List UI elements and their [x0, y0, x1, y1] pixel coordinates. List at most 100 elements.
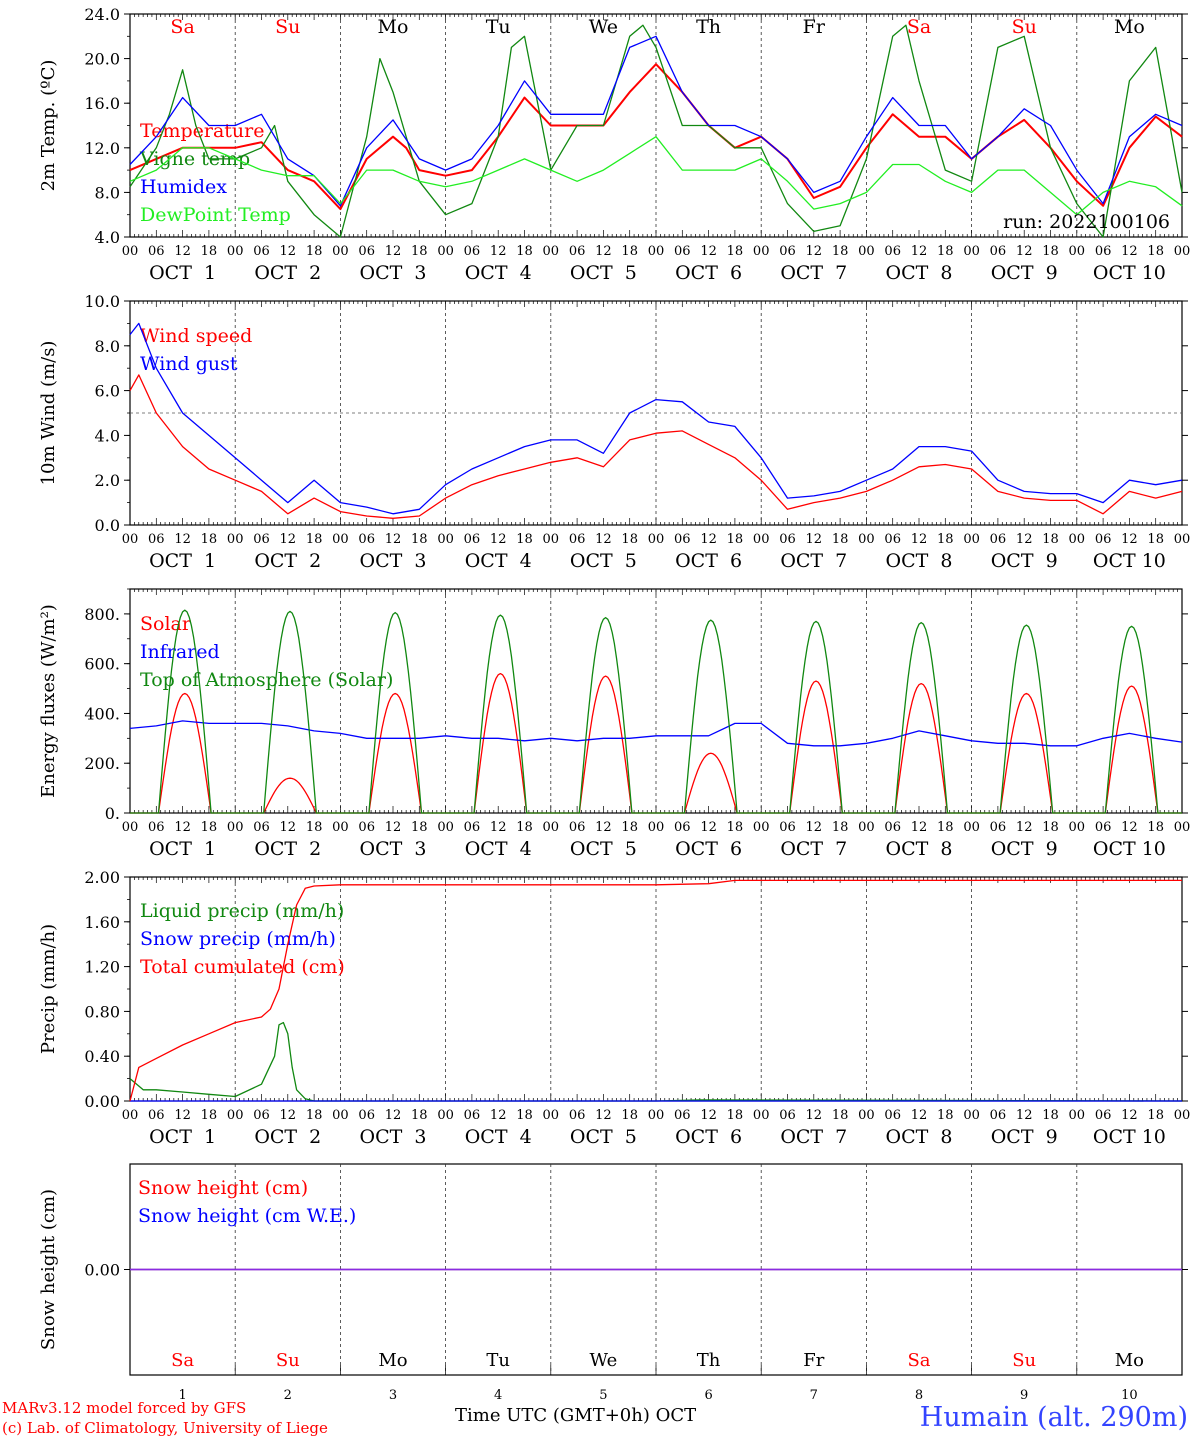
hour-label: 00	[858, 1108, 875, 1123]
y-tick-label: 8.0	[95, 183, 120, 202]
hour-label: 18	[1147, 820, 1164, 835]
weekday-label-bottom: Sa	[171, 1350, 194, 1371]
hour-label: 06	[674, 1108, 691, 1123]
legend-entry: Snow height (cm W.E.)	[138, 1205, 356, 1227]
date-label: OCT 3	[360, 1126, 427, 1148]
legend-entry: Infrared	[140, 641, 220, 663]
y-axis-title: 10m Wind (m/s)	[38, 341, 59, 486]
hour-label: 18	[937, 532, 954, 547]
hour-label: 12	[1121, 244, 1138, 259]
y-tick-label: 0.80	[84, 1002, 120, 1021]
hour-label: 18	[621, 820, 638, 835]
weekday-label-top: Sa	[170, 16, 194, 38]
weekday-label-bottom: Th	[697, 1350, 721, 1371]
y-tick-label: 10.0	[84, 292, 120, 311]
hour-label: 12	[806, 1108, 823, 1123]
hour-label: 18	[727, 1108, 744, 1123]
hour-label: 12	[490, 532, 507, 547]
day-number: 4	[494, 1388, 502, 1403]
hour-label: 00	[648, 244, 665, 259]
weekday-label-top: Mo	[378, 16, 409, 38]
hour-label: 12	[174, 532, 191, 547]
hour-label: 06	[1095, 820, 1112, 835]
weekday-label-bottom: Su	[276, 1350, 300, 1371]
y-tick-label: 200.	[84, 754, 120, 773]
series-line-dewpoint-temp	[129, 136, 1183, 216]
hour-label: 18	[306, 820, 323, 835]
hour-label: 06	[569, 244, 586, 259]
legend-entry: Humidex	[140, 176, 227, 198]
hour-label: 12	[280, 532, 297, 547]
hour-label: 06	[1095, 532, 1112, 547]
hour-label: 18	[937, 1108, 954, 1123]
hour-label: 00	[543, 244, 560, 259]
hour-label: 18	[1147, 244, 1164, 259]
hour-label: 00	[332, 244, 349, 259]
date-label: OCT 2	[254, 1126, 321, 1148]
hour-label: 12	[385, 244, 402, 259]
y-tick-label: 2.00	[84, 868, 120, 887]
hour-label: 00	[1069, 1108, 1086, 1123]
hour-label: 06	[358, 244, 375, 259]
weekday-label-top: Su	[275, 16, 300, 38]
hour-label: 18	[832, 532, 849, 547]
hour-label: 06	[358, 820, 375, 835]
date-label: OCT 2	[254, 838, 321, 860]
weekday-label-top: Th	[696, 16, 721, 38]
hour-label: 06	[674, 532, 691, 547]
hour-label: 18	[516, 532, 533, 547]
date-label: OCT 1	[149, 838, 216, 860]
y-tick-label: 2.0	[95, 471, 120, 490]
series-line-top-of-atmosphere-solar-	[130, 609, 1182, 814]
hour-label: 00	[963, 244, 980, 259]
hour-label: 12	[174, 1108, 191, 1123]
legend-entry: Wind gust	[140, 353, 238, 375]
weekday-label-bottom: We	[590, 1350, 618, 1371]
hour-label: 12	[595, 244, 612, 259]
date-label: OCT 9	[991, 838, 1058, 860]
hour-label: 06	[884, 1108, 901, 1123]
hour-label: 12	[1121, 1108, 1138, 1123]
hour-label: 06	[253, 532, 270, 547]
date-label: OCT 7	[780, 550, 847, 572]
hour-label: 00	[227, 532, 244, 547]
date-label: OCT 10	[1093, 838, 1166, 860]
hour-label: 18	[516, 1108, 533, 1123]
hour-label: 18	[937, 244, 954, 259]
weekday-label-top: Mo	[1114, 16, 1145, 38]
weekday-label-bottom: Sa	[907, 1350, 930, 1371]
hour-label: 18	[1042, 244, 1059, 259]
date-label: OCT 1	[149, 1126, 216, 1148]
hour-label: 12	[806, 820, 823, 835]
hour-label: 06	[253, 244, 270, 259]
hour-label: 00	[1174, 244, 1191, 259]
y-tick-label: 800.	[84, 605, 120, 624]
hour-label: 06	[464, 532, 481, 547]
date-label: OCT 6	[675, 550, 742, 572]
day-number: 8	[915, 1388, 923, 1403]
date-label: OCT 8	[886, 838, 953, 860]
hour-label: 06	[1095, 1108, 1112, 1123]
date-label: OCT 4	[465, 1126, 532, 1148]
hour-label: 12	[1016, 532, 1033, 547]
legend-entry: Wind speed	[140, 325, 252, 347]
y-axis-title: Snow height (cm)	[38, 1189, 59, 1350]
hour-label: 18	[516, 820, 533, 835]
hour-label: 06	[569, 532, 586, 547]
hour-label: 12	[595, 532, 612, 547]
hour-label: 18	[201, 820, 218, 835]
y-tick-label: 600.	[84, 655, 120, 674]
x-axis-label: Time UTC (GMT+0h) OCT	[455, 1405, 696, 1426]
hour-label: 12	[911, 820, 928, 835]
date-label: OCT 1	[149, 262, 216, 284]
date-label: OCT 5	[570, 1126, 637, 1148]
weekday-label-top: We	[589, 16, 618, 38]
hour-label: 18	[832, 244, 849, 259]
weekday-label-bottom: Tu	[486, 1350, 510, 1371]
weekday-label-bottom: Fr	[803, 1350, 824, 1371]
hour-label: 12	[490, 1108, 507, 1123]
hour-label: 06	[779, 244, 796, 259]
hour-label: 12	[1121, 532, 1138, 547]
hour-label: 00	[753, 532, 770, 547]
hour-label: 06	[569, 1108, 586, 1123]
